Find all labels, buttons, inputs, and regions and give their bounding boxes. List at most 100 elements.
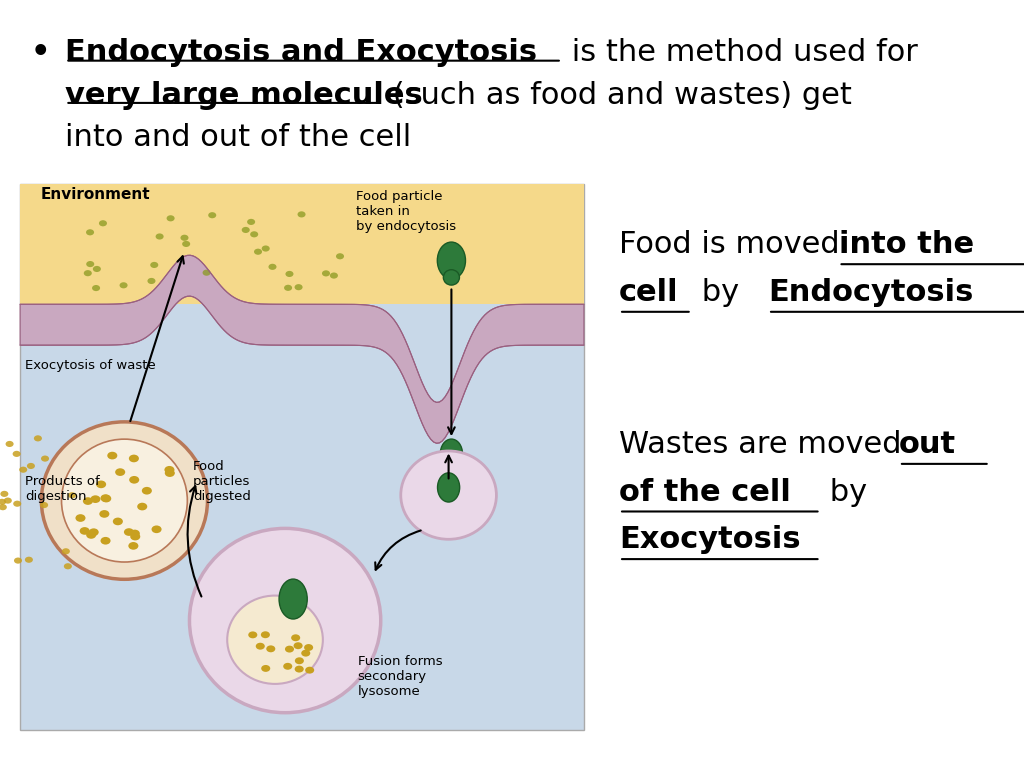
Ellipse shape — [189, 528, 381, 713]
Ellipse shape — [19, 467, 28, 473]
Ellipse shape — [61, 548, 70, 554]
Ellipse shape — [13, 501, 22, 507]
Polygon shape — [20, 255, 584, 443]
Text: •: • — [30, 38, 50, 68]
Ellipse shape — [437, 242, 466, 279]
Ellipse shape — [227, 596, 323, 684]
Ellipse shape — [437, 473, 460, 502]
Text: Exocytosis: Exocytosis — [620, 525, 801, 554]
Ellipse shape — [261, 665, 270, 672]
Ellipse shape — [165, 469, 175, 477]
Ellipse shape — [286, 271, 294, 277]
Ellipse shape — [336, 253, 344, 260]
Text: is the method used for: is the method used for — [562, 38, 918, 68]
Ellipse shape — [0, 504, 7, 510]
Text: Food is moved: Food is moved — [620, 230, 850, 260]
Ellipse shape — [304, 644, 313, 651]
Ellipse shape — [27, 463, 35, 469]
Ellipse shape — [61, 439, 187, 562]
Text: by: by — [820, 478, 867, 507]
Ellipse shape — [41, 422, 208, 579]
Ellipse shape — [96, 481, 106, 488]
Ellipse shape — [262, 246, 269, 252]
Ellipse shape — [0, 491, 8, 497]
Ellipse shape — [100, 495, 111, 502]
Ellipse shape — [128, 542, 138, 550]
Text: Wastes are moved: Wastes are moved — [620, 430, 911, 459]
Bar — [20, 184, 584, 730]
Ellipse shape — [89, 528, 98, 536]
Ellipse shape — [12, 451, 20, 457]
Ellipse shape — [63, 563, 72, 569]
Text: Fusion forms
secondary
lysosome: Fusion forms secondary lysosome — [357, 655, 442, 698]
Ellipse shape — [294, 642, 303, 649]
Text: cell: cell — [620, 278, 679, 307]
Ellipse shape — [5, 441, 13, 447]
Ellipse shape — [280, 579, 307, 619]
Ellipse shape — [99, 510, 110, 518]
Ellipse shape — [250, 231, 258, 237]
Ellipse shape — [124, 528, 134, 536]
Ellipse shape — [113, 518, 123, 525]
Ellipse shape — [86, 261, 94, 267]
Ellipse shape — [284, 285, 292, 291]
Text: by: by — [691, 278, 749, 307]
Ellipse shape — [400, 451, 497, 539]
Text: Food
particles
digested: Food particles digested — [193, 460, 251, 503]
Ellipse shape — [295, 284, 303, 290]
Ellipse shape — [34, 435, 42, 442]
Ellipse shape — [93, 266, 101, 272]
Ellipse shape — [330, 273, 338, 279]
Ellipse shape — [256, 643, 265, 650]
Ellipse shape — [90, 495, 100, 503]
Ellipse shape — [99, 220, 106, 227]
Ellipse shape — [76, 515, 86, 522]
Ellipse shape — [208, 212, 216, 218]
Ellipse shape — [298, 211, 305, 217]
Ellipse shape — [141, 487, 152, 495]
Ellipse shape — [261, 631, 270, 638]
Ellipse shape — [156, 233, 164, 240]
Text: out: out — [899, 430, 956, 459]
Ellipse shape — [180, 235, 188, 241]
Ellipse shape — [40, 502, 48, 508]
Text: into the: into the — [839, 230, 974, 260]
Ellipse shape — [130, 530, 140, 538]
Text: Endocytosis: Endocytosis — [768, 278, 974, 307]
Ellipse shape — [291, 634, 300, 641]
Ellipse shape — [167, 215, 175, 221]
Ellipse shape — [182, 241, 190, 247]
Ellipse shape — [305, 667, 314, 674]
Text: into and out of the cell: into and out of the cell — [66, 123, 412, 152]
Ellipse shape — [4, 498, 12, 504]
Ellipse shape — [14, 558, 23, 564]
Ellipse shape — [130, 533, 140, 541]
Bar — [20, 184, 584, 304]
Text: Endocytosis and Exocytosis: Endocytosis and Exocytosis — [66, 38, 538, 68]
Ellipse shape — [83, 497, 93, 505]
Ellipse shape — [165, 466, 174, 474]
Ellipse shape — [80, 527, 90, 535]
Ellipse shape — [68, 492, 76, 498]
Ellipse shape — [92, 285, 100, 291]
Text: Food particle
taken in
by endocytosis: Food particle taken in by endocytosis — [355, 190, 456, 233]
Ellipse shape — [322, 270, 330, 276]
Text: Environment: Environment — [40, 187, 150, 203]
Ellipse shape — [295, 666, 304, 673]
Ellipse shape — [86, 229, 94, 235]
Ellipse shape — [137, 503, 147, 511]
Ellipse shape — [285, 646, 294, 653]
Ellipse shape — [203, 270, 211, 276]
Ellipse shape — [147, 278, 156, 284]
Ellipse shape — [151, 262, 159, 268]
Ellipse shape — [108, 452, 118, 459]
Ellipse shape — [101, 495, 112, 502]
Ellipse shape — [247, 219, 255, 225]
Ellipse shape — [100, 537, 111, 545]
Ellipse shape — [120, 282, 128, 288]
Ellipse shape — [295, 657, 304, 664]
Text: of the cell: of the cell — [620, 478, 791, 507]
Ellipse shape — [84, 270, 92, 276]
Ellipse shape — [301, 650, 310, 657]
Ellipse shape — [284, 663, 292, 670]
